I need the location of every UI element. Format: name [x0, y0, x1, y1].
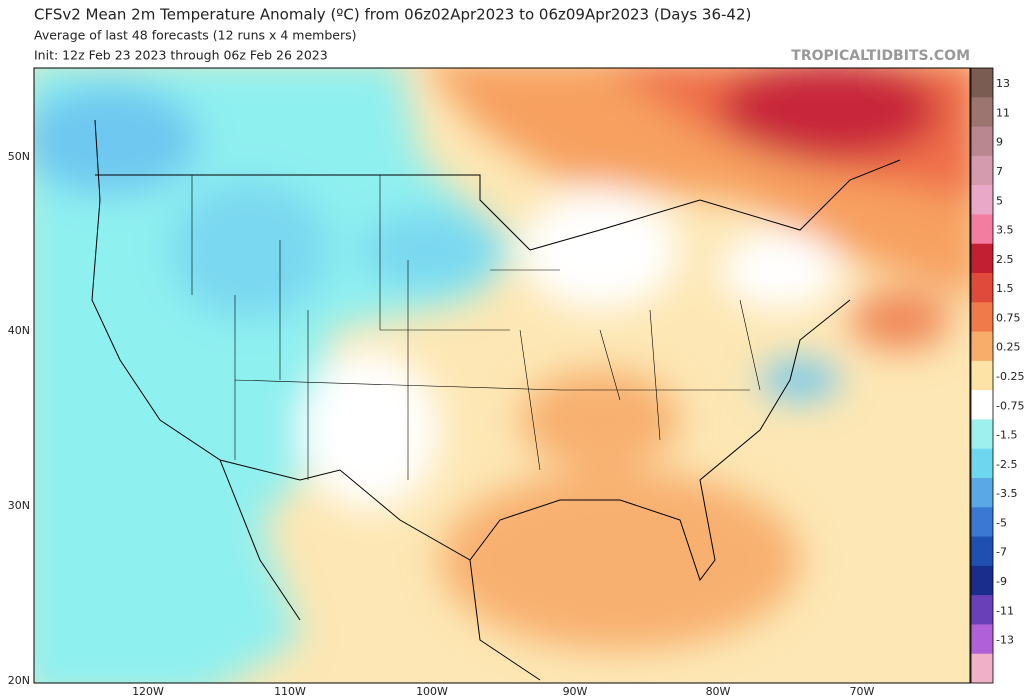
colorbar-label: 1.5 — [996, 282, 1014, 295]
colorbar-swatch — [971, 331, 993, 362]
colorbar-swatch — [971, 448, 993, 479]
colorbar-label: -1.5 — [996, 429, 1017, 442]
colorbar-label: 11 — [996, 106, 1010, 119]
colorbar-label: 7 — [996, 165, 1003, 178]
lon-label: 70W — [850, 685, 875, 698]
colorbar-swatch — [971, 214, 993, 245]
colorbar-swatch — [971, 624, 993, 655]
init-time: Init: 12z Feb 23 2023 through 06z Feb 26… — [34, 48, 328, 63]
colorbar-label: -5 — [996, 516, 1007, 529]
colorbar-swatch — [971, 536, 993, 567]
colorbar-swatch — [971, 390, 993, 420]
title: CFSv2 Mean 2m Temperature Anomaly (ºC) f… — [34, 6, 751, 24]
colorbar-label: -7 — [996, 546, 1007, 559]
colorbar-label: 5 — [996, 194, 1003, 207]
lon-label: 100W — [416, 685, 448, 698]
colorbar-frame — [970, 67, 994, 684]
colorbar-swatch — [971, 68, 993, 98]
colorbar-label: 3.5 — [996, 224, 1014, 237]
colorbar-swatch — [971, 185, 993, 215]
colorbar-swatch — [971, 243, 993, 274]
lat-label: 40N — [8, 324, 30, 337]
colorbar-swatch — [971, 360, 993, 391]
colorbar-swatch — [971, 97, 993, 128]
colorbar-label: -9 — [996, 575, 1007, 588]
lat-label: 20N — [8, 674, 30, 687]
watermark: TROPICALTIDBITS.COM — [791, 48, 970, 64]
colorbar-label: 2.5 — [996, 253, 1014, 266]
colorbar-swatch — [971, 595, 993, 625]
colorbar-swatch — [971, 507, 993, 538]
colorbar-swatch — [971, 155, 993, 186]
colorbar-label: 13 — [996, 77, 1010, 90]
lat-label: 50N — [8, 150, 30, 163]
colorbar-swatch — [971, 302, 993, 333]
subtitle: Average of last 48 forecasts (12 runs x … — [34, 28, 356, 43]
colorbar-label: 9 — [996, 136, 1003, 149]
map — [34, 68, 970, 683]
colorbar-swatch — [971, 273, 993, 303]
colorbar-label: -2.5 — [996, 458, 1017, 471]
colorbar-swatch — [971, 653, 993, 684]
lat-label: 30N — [8, 499, 30, 512]
lon-label: 90W — [563, 685, 588, 698]
colorbar-label: -0.75 — [996, 399, 1024, 412]
colorbar-label: -0.25 — [996, 370, 1024, 383]
lon-label: 120W — [132, 685, 164, 698]
colorbar-swatch — [971, 419, 993, 450]
colorbar-label: 0.75 — [996, 311, 1021, 324]
colorbar-label: -13 — [996, 634, 1014, 647]
colorbar-swatch — [971, 478, 993, 508]
colorbar-swatch — [971, 126, 993, 157]
map-frame — [33, 67, 971, 684]
colorbar-label: -11 — [996, 604, 1014, 617]
lon-label: 80W — [706, 685, 731, 698]
colorbar-label: 0.25 — [996, 341, 1021, 354]
colorbar-swatch — [971, 565, 993, 596]
colorbar-label: -3.5 — [996, 487, 1017, 500]
lon-label: 110W — [274, 685, 306, 698]
